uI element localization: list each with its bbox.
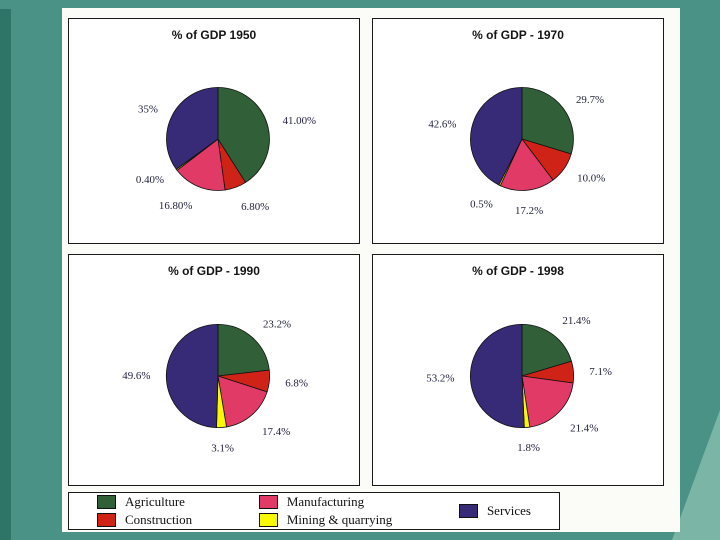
legend-column-2: Manufacturing Mining & quarrying [258, 494, 393, 528]
legend-item-agriculture: Agriculture [97, 494, 192, 510]
slide-content-area: % of GDP 1950 41.00% 6.80% 16.80% 0.40% 35% … [62, 8, 680, 532]
legend-label-agriculture: Agriculture [125, 494, 185, 509]
legend-item-services: Services [458, 503, 531, 519]
manufacturing-swatch-icon [258, 495, 278, 509]
pie-slice-services [166, 87, 219, 170]
pie-panel-1998: % of GDP - 1998 21.4% 7.1% 21.4% 1.8% 53.2% [372, 254, 664, 486]
legend-item-mining: Mining & quarrying [258, 512, 393, 528]
legend-item-manufacturing: Manufacturing [258, 494, 392, 510]
legend-label-construction: Construction [125, 512, 193, 527]
pie-slice-agriculture [217, 323, 270, 377]
pie-data-label: 29.7% [576, 94, 604, 106]
legend-label-manufacturing: Manufacturing [286, 494, 365, 509]
chart-title-1950: % of GDP 1950 [171, 28, 257, 42]
pie-chart-1990: 23.2% 6.8% 17.4% 3.1% 49.6% [122, 319, 308, 455]
legend-item-construction: Construction [97, 512, 192, 528]
pie-slice-services [470, 323, 525, 429]
pie-chart-1970: 29.7% 10.0% 17.2% 0.5% 42.6% [428, 87, 605, 217]
pie-data-label: 17.2% [515, 205, 543, 217]
pie-slice-manufacturing [176, 138, 226, 191]
chart-title-1970: % of GDP - 1970 [472, 28, 564, 42]
pie-data-label: 7.1% [589, 366, 612, 378]
pie-data-label: 0.40% [136, 174, 164, 186]
pie-data-label: 49.6% [122, 370, 150, 382]
pie-panel-1990: % of GDP - 1990 23.2% 6.8% 17.4% 3.1% 49.6% [68, 254, 360, 486]
pie-data-label: 53.2% [426, 372, 454, 384]
pie-slice-manufacturing [521, 375, 574, 428]
pie-data-label: 1.8% [517, 442, 540, 454]
pie-data-label: 3.1% [211, 442, 234, 454]
chart-title-1990: % of GDP - 1990 [168, 264, 260, 278]
pie-slice-services [470, 87, 523, 186]
services-swatch-icon [458, 504, 478, 518]
pie-data-label: 42.6% [428, 118, 456, 130]
pie-panel-1950: % of GDP 1950 41.00% 6.80% 16.80% 0.40% 35% [68, 18, 360, 244]
legend-label-mining: Mining & quarrying [286, 512, 393, 527]
left-accent-strip [0, 9, 11, 540]
pie-slice-agriculture [521, 87, 574, 155]
legend-label-services: Services [486, 503, 531, 518]
construction-swatch-icon [97, 513, 116, 527]
pie-data-label: 41.00% [283, 115, 317, 127]
chart-title-1998: % of GDP - 1998 [472, 264, 564, 278]
pie-panel-1970: % of GDP - 1970 29.7% 10.0% 17.2% 0.5% 42.6% [372, 18, 664, 244]
pie-slice-services [165, 323, 219, 429]
pie-slice-manufacturing [499, 138, 554, 191]
pie-chart-1950: 41.00% 6.80% 16.80% 0.40% 35% [136, 87, 317, 213]
pie-data-label: 21.4% [570, 422, 598, 434]
pie-data-label: 6.80% [241, 201, 269, 213]
pie-data-label: 10.0% [577, 172, 605, 184]
pie-data-label: 35% [138, 103, 158, 115]
pie-chart-1998: 21.4% 7.1% 21.4% 1.8% 53.2% [426, 315, 612, 454]
pie-slice-agriculture [521, 323, 572, 377]
pie-data-label: 16.80% [159, 200, 193, 212]
mining-swatch-icon [258, 513, 278, 527]
legend-column-3: Services [458, 503, 531, 519]
pie-data-label: 21.4% [562, 315, 590, 327]
pie-data-label: 17.4% [262, 426, 290, 438]
pie-data-label: 23.2% [263, 319, 291, 331]
pie-data-label: 6.8% [285, 378, 308, 390]
pie-slice-manufacturing [217, 375, 268, 428]
agriculture-swatch-icon [97, 495, 116, 509]
legend-column-1: Agriculture Construction [97, 494, 192, 528]
pie-data-label: 0.5% [470, 199, 493, 211]
chart-legend: Agriculture Construction Manufacturing M… [68, 492, 560, 530]
